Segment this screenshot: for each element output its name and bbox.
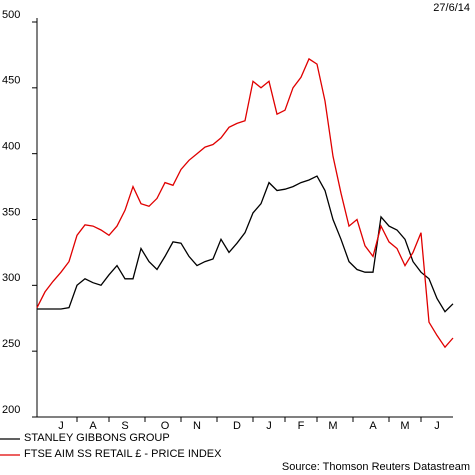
x-tick-label: A xyxy=(369,420,377,432)
x-tick-label: M xyxy=(328,420,337,432)
series-line xyxy=(36,57,454,349)
series-line xyxy=(37,175,454,313)
x-tick-label: N xyxy=(193,420,201,432)
y-tick-label: 300 xyxy=(2,272,20,284)
legend-label: STANLEY GIBBONS GROUP xyxy=(24,432,170,444)
y-tick-label: 400 xyxy=(2,141,20,153)
x-tick-label: J xyxy=(58,420,64,432)
x-tick-label: A xyxy=(89,420,97,432)
legend-label: FTSE AIM SS RETAIL £ - PRICE INDEX xyxy=(24,448,222,460)
x-tick-label: D xyxy=(233,420,241,432)
x-tick-label: J xyxy=(266,420,272,432)
y-tick-label: 250 xyxy=(2,338,20,350)
y-tick-label: 350 xyxy=(2,206,20,218)
x-tick-label: S xyxy=(121,420,128,432)
x-tick-label: O xyxy=(161,420,170,432)
x-tick-label: J xyxy=(434,420,440,432)
source: Source: Thomson Reuters Datastream xyxy=(282,461,470,473)
y-tick-label: 500 xyxy=(2,9,20,21)
x-tick-label: M xyxy=(400,420,409,432)
date: 27/6/14 xyxy=(433,2,470,14)
y-tick-label: 450 xyxy=(2,75,20,87)
y-tick-label: 200 xyxy=(2,404,20,416)
x-tick-label: F xyxy=(298,420,305,432)
